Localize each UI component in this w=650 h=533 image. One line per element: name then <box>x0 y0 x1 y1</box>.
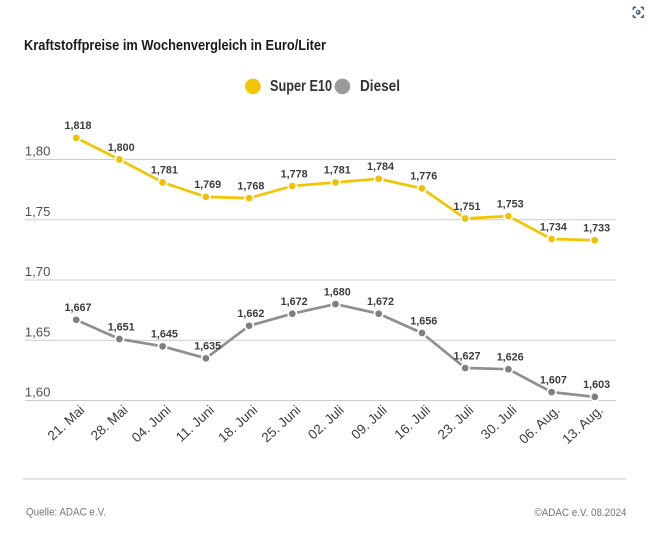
svg-text:1,667: 1,667 <box>65 302 92 314</box>
svg-text:1,776: 1,776 <box>410 171 437 183</box>
svg-text:18. Juni: 18. Juni <box>215 402 260 445</box>
svg-text:1,751: 1,751 <box>454 201 482 213</box>
svg-text:1,80: 1,80 <box>25 144 51 159</box>
svg-text:1,75: 1,75 <box>25 204 51 219</box>
svg-text:1,800: 1,800 <box>108 142 135 154</box>
svg-text:25. Juni: 25. Juni <box>259 402 304 445</box>
svg-text:30. Juli: 30. Juli <box>478 402 520 442</box>
svg-text:1,607: 1,607 <box>540 374 567 386</box>
svg-text:1,778: 1,778 <box>281 168 308 180</box>
svg-text:16. Juli: 16. Juli <box>392 402 434 442</box>
svg-text:Kraftstoffpreise im Wochenverg: Kraftstoffpreise im Wochenvergleich in E… <box>24 37 326 54</box>
svg-text:06. Aug.: 06. Aug. <box>516 402 563 447</box>
svg-text:©ADAC e.V. 08.2024: ©ADAC e.V. 08.2024 <box>535 507 627 519</box>
svg-text:1,645: 1,645 <box>151 329 179 341</box>
svg-text:1,603: 1,603 <box>583 379 610 391</box>
svg-text:1,768: 1,768 <box>237 180 264 192</box>
svg-text:Quelle: ADAC e.V.: Quelle: ADAC e.V. <box>26 506 106 518</box>
svg-text:23. Juli: 23. Juli <box>435 402 477 442</box>
svg-text:1,769: 1,769 <box>194 179 221 191</box>
svg-text:1,733: 1,733 <box>583 223 610 235</box>
svg-text:1,818: 1,818 <box>65 120 92 132</box>
svg-text:1,680: 1,680 <box>324 286 351 298</box>
svg-text:1,627: 1,627 <box>454 350 481 362</box>
svg-text:13. Aug.: 13. Aug. <box>559 402 606 447</box>
svg-text:1,60: 1,60 <box>25 385 51 400</box>
svg-text:1,656: 1,656 <box>410 315 437 327</box>
svg-text:02. Juli: 02. Juli <box>305 402 347 442</box>
svg-text:28. Mai: 28. Mai <box>88 402 131 443</box>
svg-text:09. Juli: 09. Juli <box>348 402 390 442</box>
svg-text:1,662: 1,662 <box>237 308 264 320</box>
svg-text:04. Juni: 04. Juni <box>129 402 174 445</box>
svg-text:1,672: 1,672 <box>367 296 394 308</box>
svg-text:Super E10: Super E10 <box>270 78 332 95</box>
svg-text:1,753: 1,753 <box>497 198 524 210</box>
svg-text:1,70: 1,70 <box>25 264 51 279</box>
svg-text:21. Mai: 21. Mai <box>45 402 88 443</box>
svg-text:Diesel: Diesel <box>360 78 400 95</box>
svg-text:1,626: 1,626 <box>497 352 524 364</box>
svg-text:11. Juni: 11. Juni <box>173 402 217 444</box>
svg-text:1,781: 1,781 <box>324 165 352 177</box>
svg-text:1,635: 1,635 <box>194 341 222 353</box>
svg-text:1,651: 1,651 <box>108 321 136 333</box>
svg-text:1,65: 1,65 <box>25 324 51 339</box>
svg-text:1,781: 1,781 <box>151 165 179 177</box>
svg-text:1,784: 1,784 <box>367 161 395 173</box>
svg-text:1,734: 1,734 <box>540 221 568 233</box>
svg-text:1,672: 1,672 <box>281 296 308 308</box>
